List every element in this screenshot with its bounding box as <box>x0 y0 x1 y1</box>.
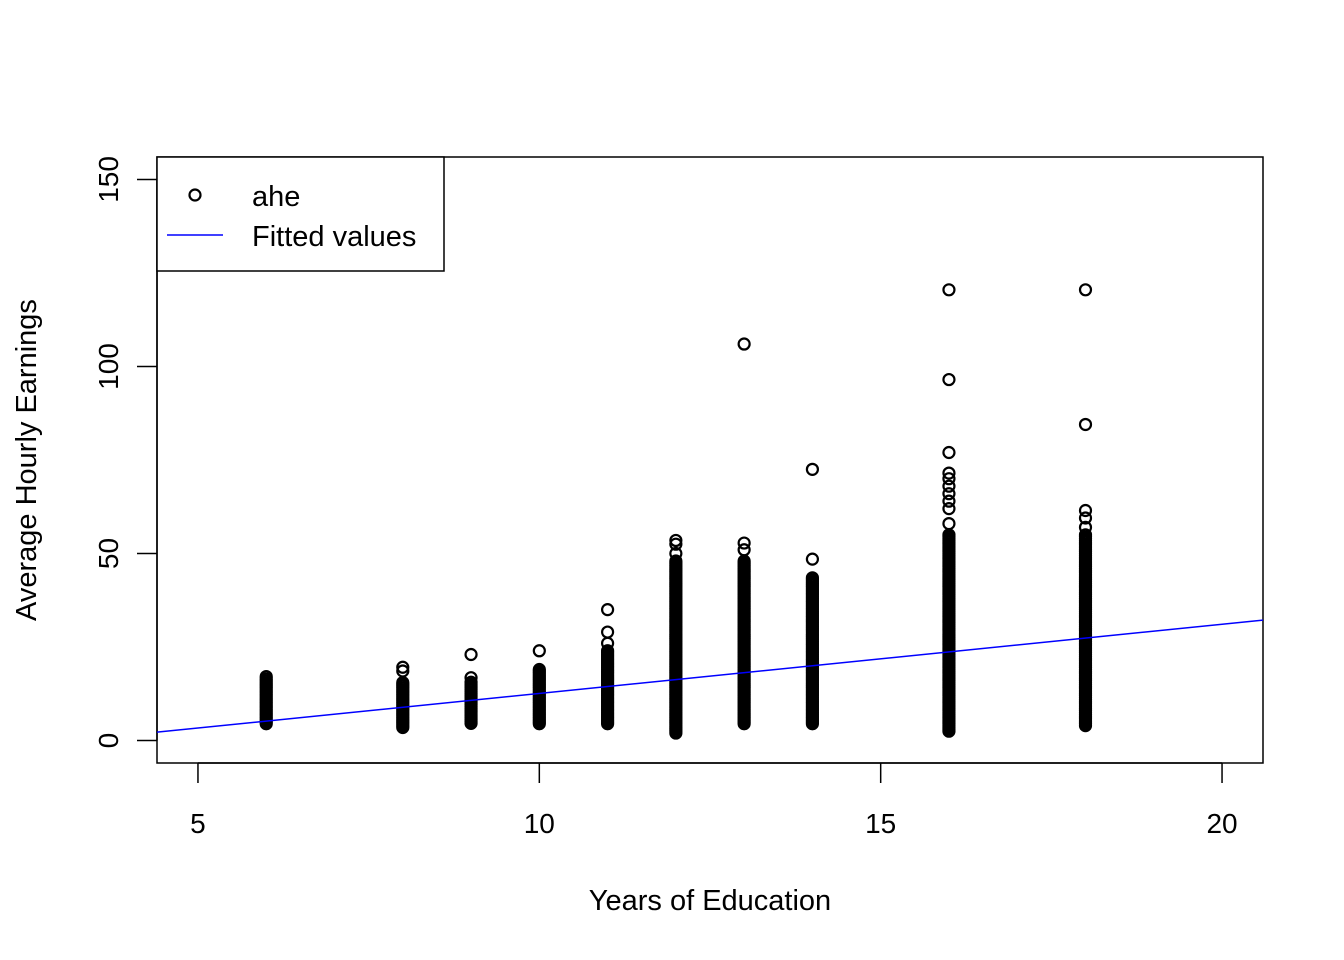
data-point <box>532 662 546 677</box>
data-point <box>600 625 615 639</box>
data-point <box>805 462 820 476</box>
x-tick-label: 5 <box>190 808 206 839</box>
data-point <box>942 283 956 297</box>
legend-label-ahe: ahe <box>252 181 300 213</box>
data-point <box>942 372 956 387</box>
x-tick-label: 10 <box>524 808 555 839</box>
data-point <box>942 472 956 486</box>
data-point <box>464 675 478 689</box>
x-tick-label: 20 <box>1206 808 1237 839</box>
fitted-values-line <box>157 619 1263 733</box>
legend: ahe Fitted values <box>156 156 445 272</box>
x-axis: 5 10 15 20 <box>190 762 1238 839</box>
y-tick-label: 150 <box>93 156 124 203</box>
legend-marker-ahe <box>188 188 202 202</box>
data-point <box>942 494 956 508</box>
data-point <box>1078 528 1093 542</box>
data-point <box>805 552 820 566</box>
x-axis-label: Years of Education <box>589 885 831 917</box>
y-tick-label: 50 <box>93 538 124 569</box>
data-point <box>942 502 956 516</box>
y-tick-label: 0 <box>93 733 124 749</box>
data-point <box>259 669 273 684</box>
data-point <box>1078 503 1093 518</box>
data-point <box>805 571 820 585</box>
data-point <box>1078 283 1093 297</box>
data-point <box>942 445 956 460</box>
data-point <box>737 337 751 351</box>
data-point <box>669 546 683 561</box>
data-point <box>532 644 546 658</box>
data-point <box>396 664 410 678</box>
data-point <box>1078 417 1093 432</box>
legend-box <box>156 156 445 272</box>
data-point <box>669 554 683 568</box>
data-point <box>737 543 751 557</box>
data-point <box>942 487 956 501</box>
data-point <box>1078 511 1093 525</box>
y-axis: 0 50 100 150 <box>93 156 158 749</box>
data-point <box>669 533 683 548</box>
x-tick-label: 15 <box>865 808 896 839</box>
data-point <box>942 479 956 493</box>
data-point <box>669 537 683 551</box>
data-point <box>464 647 478 662</box>
data-point <box>1078 520 1093 534</box>
legend-label-fitted-values: Fitted values <box>252 221 416 253</box>
data-point <box>600 603 615 617</box>
ahe-points <box>259 283 1093 740</box>
data-point <box>396 660 410 674</box>
y-tick-label: 100 <box>93 343 124 390</box>
y-axis-label: Average Hourly Earnings <box>11 299 43 621</box>
data-point <box>737 536 751 550</box>
data-point <box>600 644 615 658</box>
data-point <box>942 516 956 531</box>
data-point <box>942 466 956 480</box>
data-point <box>464 671 478 685</box>
fitted-values-series <box>157 619 1263 733</box>
